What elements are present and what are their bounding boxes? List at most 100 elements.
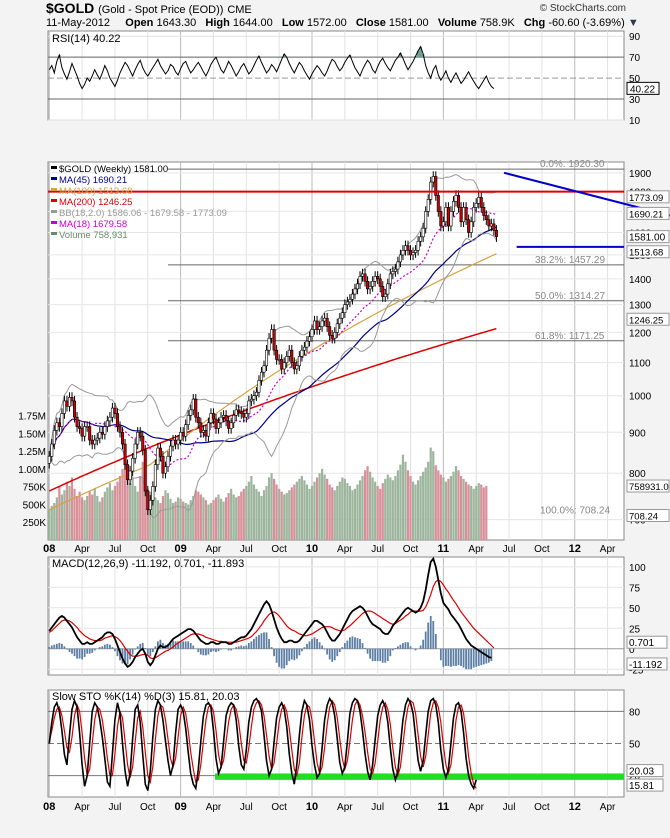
volume-bar bbox=[154, 497, 157, 540]
macd-histogram-bar bbox=[187, 641, 190, 649]
volume-bar bbox=[60, 494, 63, 540]
candle-body bbox=[131, 458, 135, 472]
candle-body bbox=[315, 320, 319, 330]
volume-bar bbox=[98, 501, 101, 540]
macd-histogram-bar bbox=[114, 648, 116, 652]
x-axis-label: Apr bbox=[337, 802, 353, 813]
rsi-tick-label: 50 bbox=[629, 74, 641, 85]
volume-bar bbox=[323, 474, 326, 540]
macd-histogram-bar bbox=[212, 648, 215, 652]
volume-bar bbox=[285, 493, 288, 540]
candle-body bbox=[290, 349, 294, 363]
candle-body bbox=[383, 293, 387, 297]
volume-bar bbox=[328, 484, 331, 540]
macd-histogram-bar bbox=[381, 648, 384, 663]
macd-histogram-bar bbox=[293, 648, 296, 661]
macd-histogram-bar bbox=[457, 648, 460, 666]
volume-bar bbox=[477, 483, 480, 540]
low-label: Low bbox=[281, 17, 304, 29]
candle-body bbox=[214, 418, 218, 429]
macd-histogram-bar bbox=[442, 648, 445, 667]
volume-bar bbox=[171, 503, 175, 540]
macd-histogram-bar bbox=[424, 631, 427, 649]
candle-body bbox=[398, 254, 402, 263]
candle-body bbox=[194, 398, 198, 418]
candle-body bbox=[83, 426, 87, 437]
symbol-label: $GOLD bbox=[46, 0, 95, 16]
candle-body bbox=[50, 443, 54, 457]
candle-body bbox=[105, 420, 109, 427]
macd-histogram-bar bbox=[313, 637, 316, 649]
macd-histogram-bar bbox=[106, 643, 109, 649]
x-axis-label: Oct bbox=[140, 802, 156, 813]
volume-bar bbox=[184, 503, 187, 540]
candle-body bbox=[95, 437, 99, 441]
rsi-value-box bbox=[626, 81, 660, 95]
candle-body bbox=[73, 400, 77, 418]
macd-histogram-bar bbox=[346, 640, 349, 649]
volume-bar bbox=[118, 476, 122, 540]
candle-body bbox=[431, 176, 435, 183]
volume-bar bbox=[346, 483, 349, 540]
volume-bar bbox=[454, 466, 458, 540]
candle-body bbox=[237, 409, 241, 412]
macd-histogram-bar bbox=[162, 643, 164, 649]
candle-body bbox=[330, 334, 334, 339]
volume-bar bbox=[247, 481, 250, 540]
macd-histogram-bar bbox=[482, 648, 485, 665]
macd-histogram-bar bbox=[192, 645, 195, 649]
macd-histogram-bar bbox=[91, 648, 94, 653]
candle-body bbox=[414, 249, 418, 253]
candle-body bbox=[272, 329, 276, 351]
volume-bar bbox=[187, 504, 190, 540]
macd-histogram-bar bbox=[240, 645, 243, 649]
dropdown-arrow-icon[interactable]: ▼ bbox=[627, 17, 639, 29]
candle-body bbox=[343, 304, 347, 313]
volume-bar bbox=[177, 497, 180, 540]
macd-histogram-bar bbox=[177, 641, 180, 649]
candle-body bbox=[151, 486, 155, 501]
macd-histogram-bar bbox=[455, 648, 457, 666]
candle-body bbox=[424, 211, 428, 229]
macd-histogram-bar bbox=[439, 648, 442, 661]
macd-histogram-bar bbox=[361, 643, 364, 649]
x-axis-label: Apr bbox=[74, 802, 90, 813]
candle-body bbox=[174, 439, 178, 445]
volume-bar bbox=[447, 478, 450, 540]
candle-body bbox=[348, 298, 352, 303]
x-axis-label: Jul bbox=[503, 544, 516, 555]
volume-bar bbox=[96, 495, 99, 540]
candle-body bbox=[446, 207, 450, 227]
candle-body bbox=[47, 455, 51, 464]
volume-bar bbox=[88, 491, 91, 540]
candle-body bbox=[75, 416, 79, 427]
volume-bar bbox=[240, 491, 243, 540]
macd-histogram-bar bbox=[460, 648, 462, 666]
sto-value-label: 20.03 bbox=[629, 767, 654, 778]
candle-body bbox=[487, 219, 491, 227]
candle-body bbox=[275, 349, 279, 360]
candle-body bbox=[110, 407, 114, 418]
x-axis-label: Apr bbox=[600, 544, 616, 555]
volume-bar bbox=[376, 485, 379, 540]
macd-histogram-bar bbox=[263, 632, 265, 649]
macd-histogram-bar bbox=[295, 648, 298, 659]
volume-bar bbox=[252, 484, 255, 540]
candle-body bbox=[191, 398, 195, 411]
volume-bar bbox=[161, 495, 165, 540]
volume-bar bbox=[91, 494, 94, 540]
candle-body bbox=[80, 428, 84, 437]
x-axis-label: 08 bbox=[43, 801, 55, 813]
macd-histogram-bar bbox=[444, 648, 447, 666]
macd-histogram-bar bbox=[242, 646, 245, 649]
volume-bar bbox=[295, 481, 298, 540]
x-axis-label: 12 bbox=[569, 801, 581, 813]
candle-body bbox=[419, 236, 423, 242]
macd-histogram-bar bbox=[270, 647, 273, 649]
candle-body bbox=[171, 439, 175, 447]
candle-body bbox=[333, 332, 337, 339]
macd-histogram-bar bbox=[184, 641, 187, 649]
macd-histogram-bar bbox=[199, 648, 202, 655]
candle-body bbox=[444, 207, 448, 223]
